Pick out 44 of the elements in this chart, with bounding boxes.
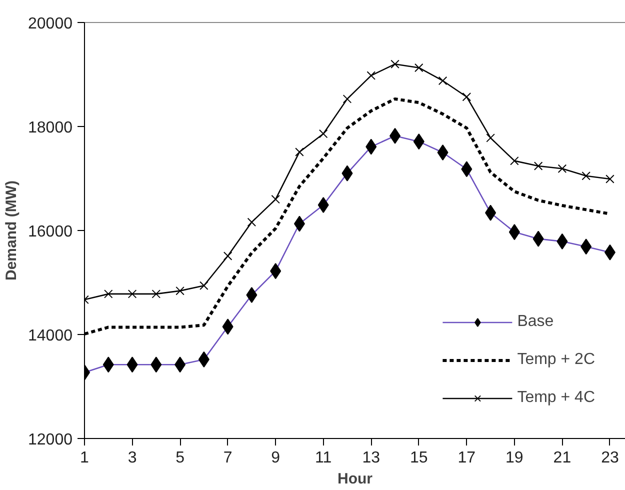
point [176,286,184,296]
x-tick-label: 15 [410,450,428,466]
point [606,174,614,184]
point [223,252,232,260]
x-axis-title: Hour [338,470,373,488]
x-tick-label: 19 [506,450,524,466]
point [318,129,328,138]
point [200,281,208,290]
point [438,76,448,86]
legend-label: Base [517,313,554,331]
y-tick-label: 20000 [28,16,73,32]
x-tick-label: 7 [223,450,232,466]
legend-label: Temp + 2C [517,351,595,369]
x-tick-label: 21 [553,450,572,466]
y-tick-label: 12000 [28,432,73,448]
legend-label: Temp + 4C [517,389,595,407]
x-tick-label: 5 [176,450,185,466]
point [128,290,137,298]
point [366,71,376,80]
point [510,156,519,166]
point [462,92,472,102]
point [486,134,495,142]
point [558,164,567,174]
y-axis-title: Demand (MW) [3,180,20,280]
x-tick-label: 3 [128,450,137,466]
y-tick-label: 18000 [28,120,73,136]
x-tick-label: 13 [362,450,380,466]
point [534,162,543,170]
x-tick-label: 9 [271,450,280,466]
x-tick-label: 1 [80,450,90,466]
point [247,218,256,227]
point [271,194,280,204]
point [342,94,352,104]
point [104,290,113,298]
x-tick-label: 23 [601,450,619,466]
point [414,63,424,72]
y-tick-label: 16000 [28,224,73,240]
y-tick-label: 14000 [28,328,73,344]
point [582,172,590,180]
point [390,60,400,68]
x-tick-label: 11 [315,450,332,466]
point [295,148,304,156]
point [152,290,161,298]
x-tick-label: 17 [458,450,476,466]
